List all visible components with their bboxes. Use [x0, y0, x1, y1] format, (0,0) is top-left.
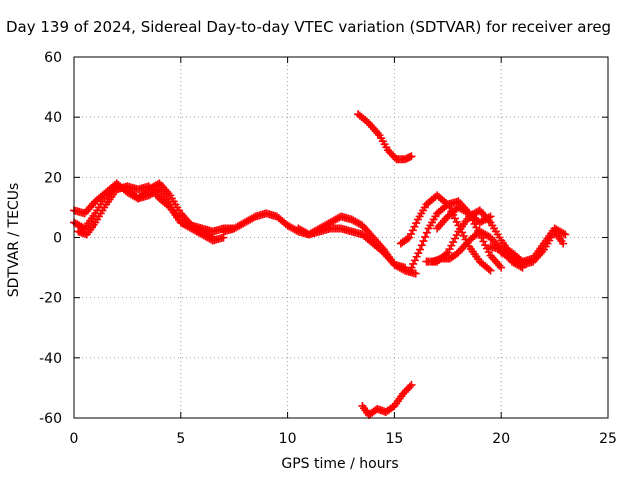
- data-point: [479, 237, 488, 246]
- data-point: [407, 263, 416, 272]
- data-series-arc-3: [74, 182, 228, 245]
- y-tick-label: 20: [44, 170, 62, 186]
- data-series-arc-7: [358, 380, 416, 419]
- y-tick-label: 60: [44, 50, 62, 66]
- y-tick-label: -20: [39, 291, 62, 307]
- x-tick-label: 20: [492, 431, 510, 447]
- data-point: [407, 229, 416, 238]
- data-point: [405, 233, 414, 242]
- data-point: [419, 237, 428, 246]
- data-point: [484, 213, 493, 222]
- data-point: [410, 222, 419, 231]
- data-point: [484, 248, 493, 257]
- data-point: [422, 228, 431, 237]
- data-point: [377, 247, 386, 256]
- data-point: [153, 180, 162, 189]
- x-tick-label: 5: [176, 431, 185, 447]
- data-point: [472, 223, 481, 232]
- data-point: [409, 259, 418, 268]
- chart-title: Day 139 of 2024, Sidereal Day-to-day VTE…: [6, 18, 612, 36]
- y-tick-label: 0: [53, 231, 62, 247]
- data-point: [486, 266, 495, 275]
- data-point: [559, 229, 568, 238]
- data-series-arc-12: [433, 203, 495, 233]
- data-point: [412, 252, 421, 261]
- y-tick-label: -40: [39, 351, 62, 367]
- data-point: [452, 217, 461, 226]
- data-point: [445, 245, 454, 254]
- data-point: [416, 245, 425, 254]
- data-point: [459, 231, 468, 240]
- data-point: [452, 230, 461, 239]
- data-point: [450, 234, 459, 243]
- x-tick-label: 25: [599, 431, 617, 447]
- y-tick-label: -60: [39, 411, 62, 427]
- data-series-arc-9: [407, 197, 506, 272]
- data-point: [484, 265, 493, 274]
- data-point: [164, 201, 173, 210]
- data-point: [474, 207, 483, 216]
- x-axis-label: GPS time / hours: [281, 456, 399, 472]
- data-point: [561, 230, 570, 239]
- grid: [74, 57, 608, 418]
- data-point: [410, 256, 419, 265]
- data-series-arc-14: [497, 227, 568, 269]
- data-series-arc-6: [354, 110, 416, 164]
- data-point: [449, 238, 458, 247]
- data-point: [414, 249, 423, 258]
- y-tick-label: 40: [44, 110, 62, 126]
- data-point: [249, 213, 258, 222]
- data-point: [403, 234, 412, 243]
- data-point: [559, 239, 568, 248]
- x-tick-label: 15: [385, 431, 403, 447]
- data-point: [450, 214, 459, 223]
- data-point: [481, 241, 490, 250]
- data-point: [497, 263, 506, 272]
- data-point: [447, 241, 456, 250]
- data-point: [407, 380, 416, 389]
- x-tick-label: 0: [70, 431, 79, 447]
- data-point: [417, 241, 426, 250]
- data-point: [411, 269, 420, 278]
- data-point: [421, 232, 430, 241]
- data-point: [407, 152, 416, 161]
- data-point: [405, 382, 414, 391]
- x-tick-label: 10: [279, 431, 297, 447]
- data-series-arc-8: [396, 191, 495, 275]
- data-series-arc-4: [219, 209, 420, 278]
- data-series-arc-5: [294, 224, 410, 272]
- data-point: [412, 219, 421, 228]
- plot-data: [70, 110, 570, 419]
- y-axis-label: SDTVAR / TECUs: [6, 182, 22, 298]
- data-point: [486, 212, 495, 221]
- data-point: [362, 117, 371, 126]
- ticks: 0 5 10 15 20 25 -60 -40 -20 0 20 40 60: [39, 50, 617, 447]
- data-point: [408, 226, 417, 235]
